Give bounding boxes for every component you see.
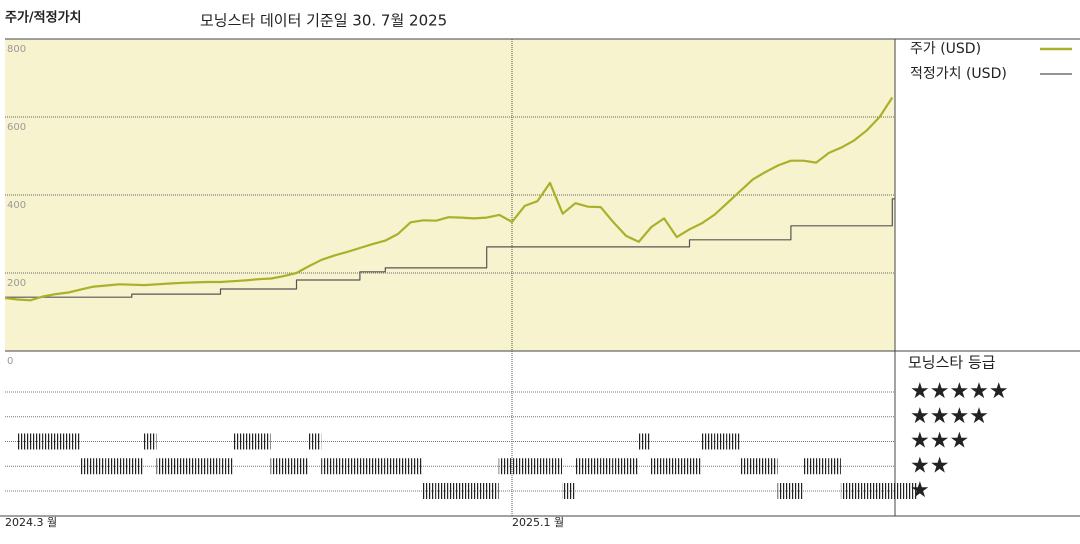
rating-level-label: ★★ xyxy=(910,453,949,478)
rating-mark xyxy=(232,433,246,450)
rating-mark xyxy=(840,483,854,499)
rating-mark xyxy=(853,483,867,499)
rating-mark xyxy=(143,433,157,450)
rating-mark xyxy=(650,458,664,475)
rating-mark xyxy=(409,458,423,475)
rating-mark xyxy=(219,458,233,475)
x-tick-label: 2025.1 월 xyxy=(512,516,564,529)
rating-mark xyxy=(131,458,144,475)
rating-mark xyxy=(308,433,322,450)
legend-label: 주가 (USD) xyxy=(910,41,981,57)
rating-mark xyxy=(688,458,702,475)
rating-mark xyxy=(80,458,94,475)
rating-mark xyxy=(422,483,436,499)
rating-mark xyxy=(562,483,575,499)
y-tick-label: 600 xyxy=(7,122,26,133)
rating-mark xyxy=(283,458,296,475)
rating-mark xyxy=(257,433,271,450)
rating-mark xyxy=(67,433,81,450)
rating-mark xyxy=(752,458,765,475)
rating-mark xyxy=(676,458,689,475)
rating-mark xyxy=(726,433,740,450)
rating-mark xyxy=(701,433,715,450)
rating-level-label: ★★★ xyxy=(910,429,969,454)
rating-mark xyxy=(435,483,448,499)
rating-mark xyxy=(802,458,816,475)
rating-mark xyxy=(371,458,385,475)
rating-mark xyxy=(321,458,334,475)
rating-title: 모닝스타 등급 xyxy=(908,354,996,372)
y-tick-label: 0 xyxy=(7,356,13,367)
rating-mark xyxy=(587,458,601,475)
rating-mark xyxy=(118,458,132,475)
rating-mark xyxy=(739,458,753,475)
rating-mark xyxy=(524,458,537,475)
rating-mark xyxy=(270,458,284,475)
rating-mark xyxy=(485,483,499,499)
rating-mark xyxy=(359,458,372,475)
rating-mark xyxy=(245,433,258,450)
rating-mark xyxy=(498,458,512,475)
rating-mark xyxy=(295,458,309,475)
rating-mark xyxy=(638,433,651,450)
rating-mark xyxy=(29,433,43,450)
rating-mark xyxy=(42,433,56,450)
rating-level-label: ★★★★★ xyxy=(910,379,1009,404)
rating-mark xyxy=(828,458,841,475)
rating-mark xyxy=(536,458,550,475)
frame xyxy=(0,38,1080,517)
rating-mark xyxy=(384,458,398,475)
rating-mark xyxy=(714,433,727,450)
rating-mark xyxy=(790,483,803,499)
rating-mark xyxy=(181,458,195,475)
rating-mark xyxy=(815,458,829,475)
rating-mark xyxy=(511,458,524,475)
legend-label: 적정가치 (USD) xyxy=(910,66,1007,82)
x-tick-label: 2024.3 월 xyxy=(5,516,57,529)
rating-mark xyxy=(156,458,170,475)
rating-mark xyxy=(194,458,208,475)
chart-subtitle: 모닝스타 데이터 기준일 30. 7월 2025 xyxy=(200,12,447,30)
rating-mark xyxy=(333,458,347,475)
rating-mark xyxy=(878,483,892,499)
rating-mark xyxy=(764,458,778,475)
rating-mark xyxy=(904,483,917,499)
rating-mark xyxy=(397,458,410,475)
rating-mark xyxy=(55,433,68,450)
y-tick-label: 200 xyxy=(7,278,26,289)
rating-mark xyxy=(207,458,220,475)
rating-mark xyxy=(891,483,905,499)
series-line xyxy=(5,198,895,298)
y-tick-label: 800 xyxy=(7,44,26,55)
rating-mark xyxy=(600,458,613,475)
rating-mark xyxy=(663,458,677,475)
y-tick-label: 400 xyxy=(7,200,26,211)
rating-mark xyxy=(105,458,119,475)
rating-level-label: ★★★★ xyxy=(910,404,989,429)
rating-mark xyxy=(625,458,639,475)
rating-mark xyxy=(169,458,182,475)
rating-mark xyxy=(612,458,626,475)
rating-mark xyxy=(777,483,791,499)
rating-mark xyxy=(549,458,563,475)
rating-mark xyxy=(17,433,30,450)
rating-mark xyxy=(346,458,360,475)
rating-mark xyxy=(93,458,106,475)
rating-mark xyxy=(447,483,461,499)
rating-mark xyxy=(574,458,588,475)
chart-title: 주가/적정가치 xyxy=(5,10,82,26)
series-line xyxy=(4,96,894,302)
rating-mark xyxy=(866,483,879,499)
rating-mark xyxy=(460,483,474,499)
rating-mark xyxy=(473,483,486,499)
